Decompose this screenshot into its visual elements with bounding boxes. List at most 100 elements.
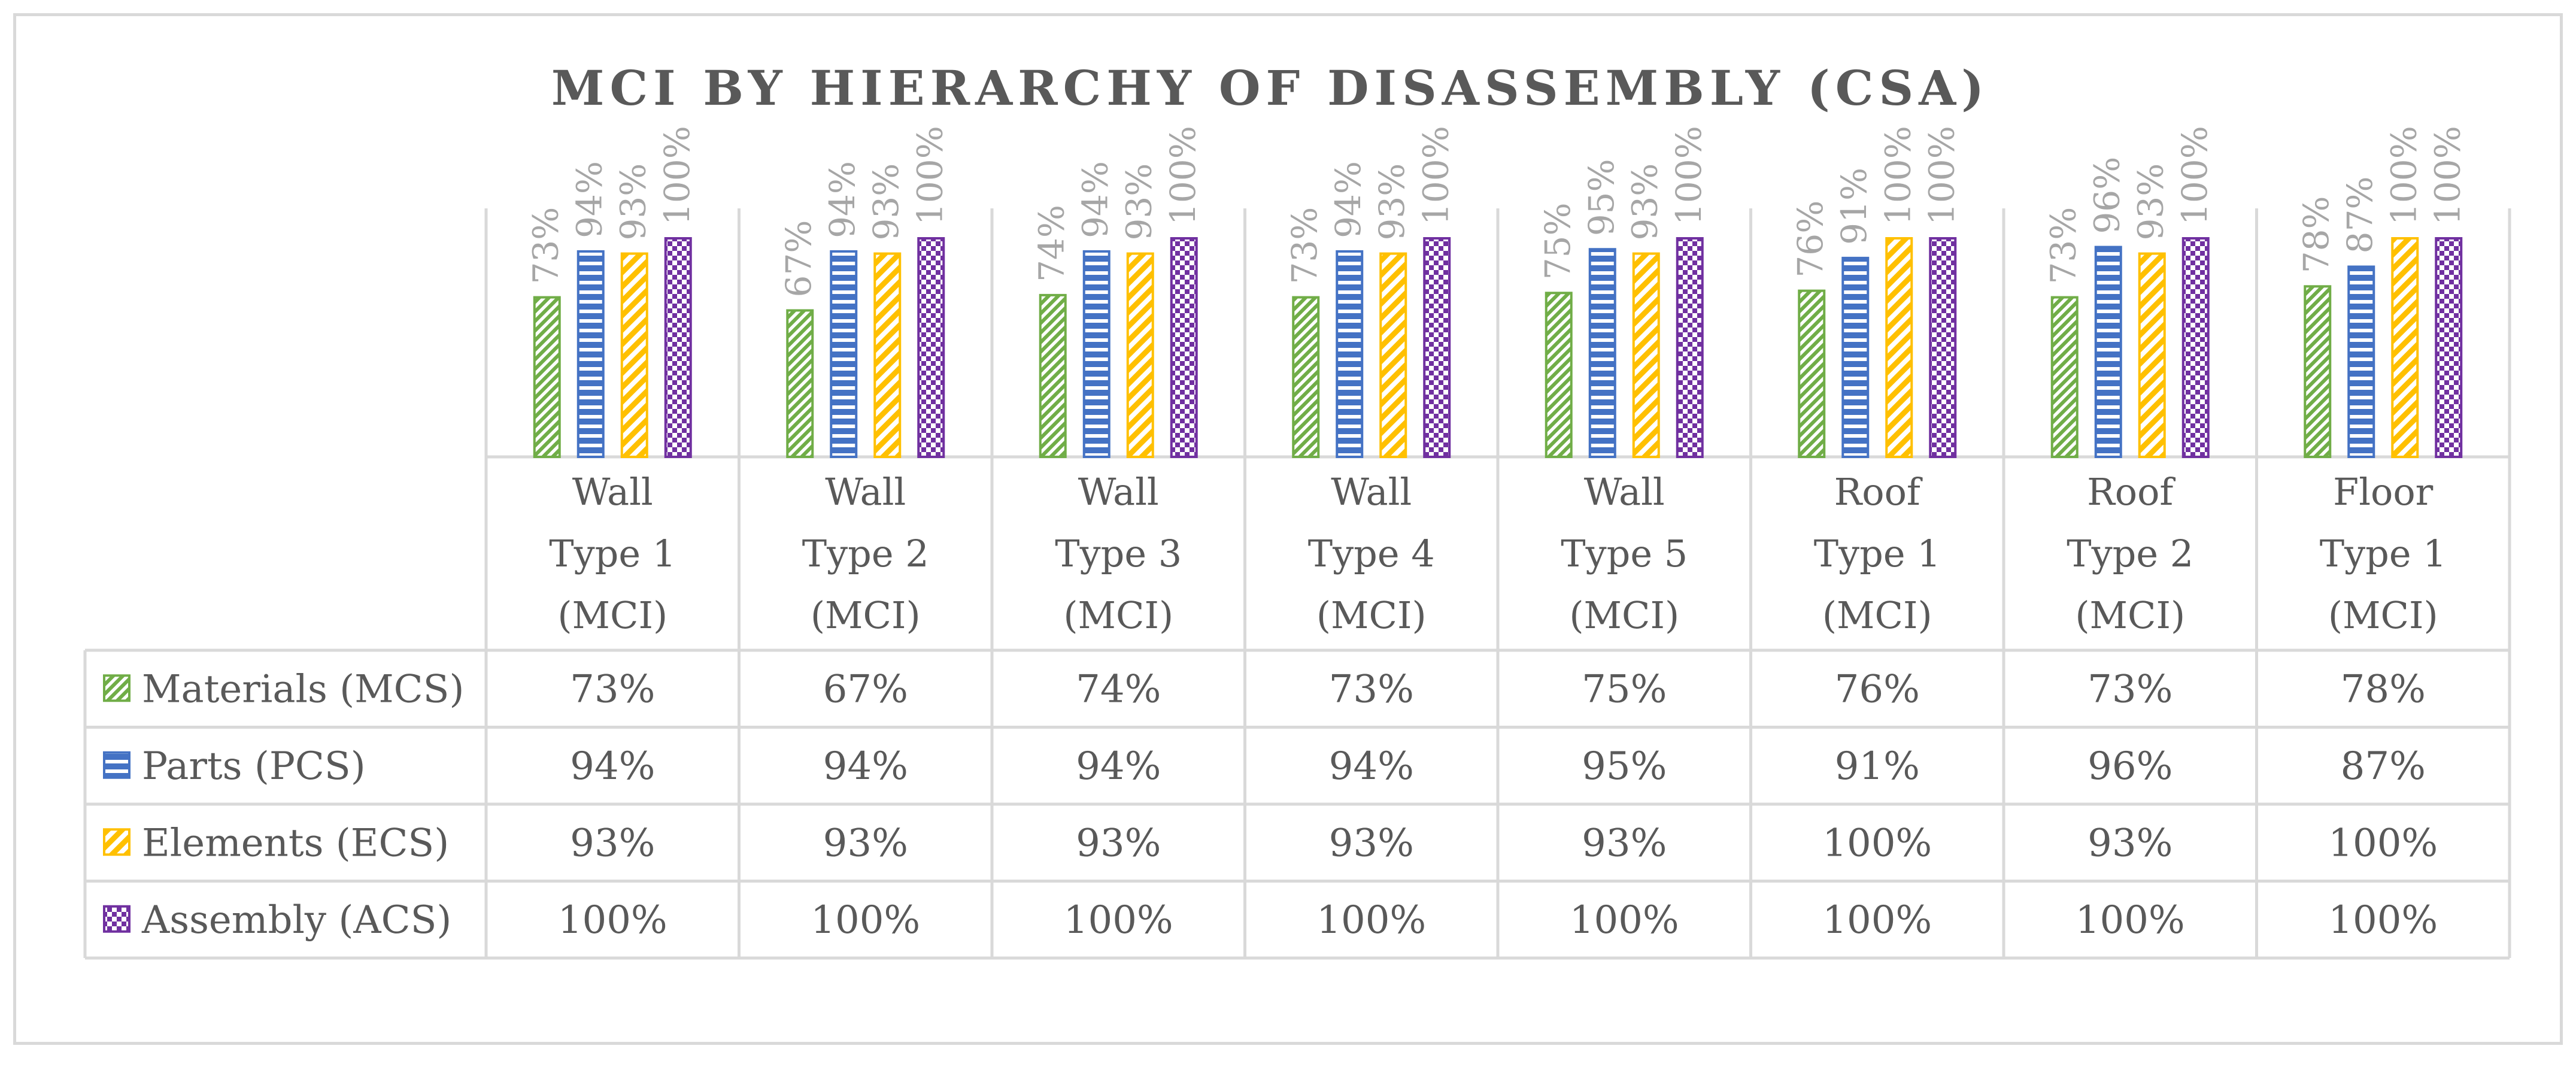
bar-assembly-8 [2435, 237, 2463, 458]
table-cell: 100% [1316, 898, 1426, 942]
table-grid [83, 208, 2511, 960]
bar-materials-1 [533, 296, 561, 458]
data-label: 78% [2296, 196, 2337, 273]
table-cell: 100% [1822, 898, 1932, 942]
table-cell: 93% [1076, 821, 1161, 865]
table-cell: 100% [2328, 898, 2438, 942]
data-label: 94% [1328, 161, 1369, 238]
table-cell: 93% [570, 821, 655, 865]
table-cell: 67% [823, 667, 908, 711]
data-label: 100% [909, 126, 950, 225]
bar-assembly-2 [917, 237, 945, 458]
legend-label-parts: Parts (PCS) [142, 744, 366, 789]
bar-elements-8 [2391, 237, 2419, 458]
bar-elements-1 [620, 252, 648, 458]
data-label: 94% [1075, 161, 1116, 238]
bar-materials-3 [1039, 293, 1067, 458]
data-label: 93% [613, 163, 654, 241]
table-cell: 100% [1822, 821, 1932, 865]
table-cell: 76% [1835, 667, 1920, 711]
bar-parts-8 [2347, 265, 2375, 458]
bar-materials-2 [786, 309, 814, 459]
data-label: 73% [526, 207, 566, 284]
data-label: 73% [1284, 207, 1325, 284]
table-cell: 93% [2087, 821, 2173, 865]
mci-chart: MCI BY HIERARCHY OF DISASSEMBLY (CSA) 73… [83, 60, 2511, 960]
chart-title: MCI BY HIERARCHY OF DISASSEMBLY (CSA) [551, 60, 1989, 116]
bar-assembly-7 [2181, 237, 2210, 458]
table-cell: 74% [1076, 667, 1161, 711]
table-cell: 75% [1582, 667, 1667, 711]
bar-elements-4 [1379, 252, 1407, 458]
data-label: 93% [1119, 163, 1160, 241]
data-label: 100% [1668, 126, 1709, 225]
legend-key-elements [103, 828, 131, 856]
bar-assembly-1 [664, 237, 692, 458]
bar-assembly-4 [1423, 237, 1451, 458]
data-label: 100% [2174, 126, 2215, 225]
bar-elements-6 [1885, 237, 1913, 458]
category-label: Wall Type 5 (MCI) [1561, 470, 1688, 637]
table-cell: 100% [2076, 898, 2185, 942]
data-label: 76% [1790, 201, 1831, 278]
data-label: 100% [1163, 126, 1203, 225]
chart-frame: MCI BY HIERARCHY OF DISASSEMBLY (CSA) 73… [13, 13, 2563, 1045]
bar-parts-4 [1336, 250, 1364, 458]
bar-materials-5 [1545, 292, 1573, 458]
bar-elements-5 [1632, 252, 1660, 458]
data-label: 87% [2340, 177, 2380, 254]
bar-groups: 73%94% 93% 100%67%94% 93% 100%74%94% 93% 100%7… [526, 126, 2468, 459]
data-label: 100% [657, 126, 697, 225]
category-label: Wall Type 4 (MCI) [1308, 470, 1435, 637]
category-label: Wall Type 3 (MCI) [1055, 470, 1182, 637]
bar-materials-8 [2304, 285, 2332, 458]
table-cell: 93% [1582, 821, 1667, 865]
legend-key-parts [103, 751, 131, 779]
table-cell: 93% [1329, 821, 1414, 865]
table-cell: 94% [1329, 744, 1414, 789]
table-cell: 100% [811, 898, 920, 942]
bar-materials-6 [1798, 289, 1826, 458]
data-label: 93% [1372, 163, 1412, 241]
table-cell: 100% [2328, 821, 2438, 865]
data-label: 94% [569, 161, 610, 238]
bar-parts-1 [577, 250, 605, 458]
table-cell: 87% [2341, 744, 2426, 789]
category-labels: Wall Type 1 (MCI) Wall Type 2 (MCI) Wall Type 3… [549, 470, 2446, 637]
bar-elements-3 [1126, 252, 1154, 458]
table-cell: 100% [558, 898, 667, 942]
bar-parts-2 [830, 250, 858, 458]
category-label: Roof Type 2 (MCI) [2067, 470, 2193, 637]
bar-assembly-6 [1929, 237, 1957, 458]
category-label: Wall Type 1 (MCI) [549, 470, 676, 637]
table-cell: 95% [1582, 744, 1667, 789]
data-label: 67% [778, 220, 819, 298]
data-label: 100% [1877, 126, 1918, 225]
table-cell: 93% [823, 821, 908, 865]
data-label: 91% [1834, 168, 1874, 245]
legend-label-assembly: Assembly (ACS) [141, 898, 451, 942]
data-label: 100% [1415, 126, 1456, 225]
data-label: 75% [1537, 202, 1578, 280]
table-cell: 100% [1570, 898, 1679, 942]
bar-parts-5 [1588, 248, 1616, 458]
data-label: 93% [2131, 163, 2171, 241]
legend-label-materials: Materials (MCS) [142, 667, 464, 711]
table-cell: 91% [1835, 744, 1920, 789]
data-label: 93% [866, 163, 906, 241]
data-label: 100% [1921, 126, 1962, 225]
table-cell: 100% [1064, 898, 1173, 942]
data-label: 93% [1625, 163, 1665, 241]
data-label: 100% [2383, 126, 2424, 225]
bar-materials-7 [2050, 296, 2079, 458]
table-cell: 78% [2341, 667, 2426, 711]
data-label: 73% [2043, 207, 2084, 284]
data-label: 94% [822, 161, 863, 238]
legend-key-assembly [103, 905, 131, 933]
data-label: 100% [2427, 126, 2468, 225]
bar-parts-3 [1082, 250, 1110, 458]
table-cell: 73% [2087, 667, 2173, 711]
bar-assembly-5 [1676, 237, 1704, 458]
table-cell: 96% [2087, 744, 2173, 789]
data-label: 74% [1031, 205, 1072, 282]
